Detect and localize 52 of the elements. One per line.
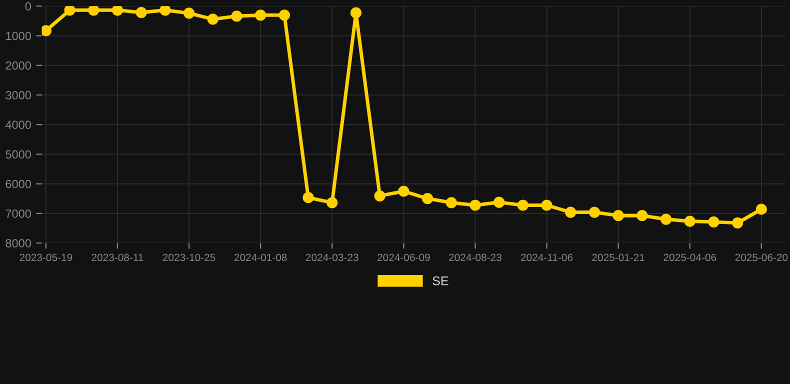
y-tick-label: 5000 bbox=[6, 150, 31, 159]
x-tick-label: 2023-05-19 bbox=[20, 254, 72, 262]
point bbox=[398, 186, 410, 197]
point bbox=[565, 206, 576, 218]
point bbox=[756, 204, 767, 215]
point bbox=[374, 190, 386, 202]
point bbox=[160, 6, 171, 16]
y-tick-label: 8000 bbox=[6, 239, 31, 248]
x-tick-label: 2024-03-23 bbox=[306, 254, 358, 262]
x-tick-label: 2024-08-23 bbox=[449, 254, 502, 262]
y-tick-label: 1000 bbox=[6, 32, 31, 40]
point bbox=[660, 214, 672, 225]
point bbox=[517, 200, 528, 211]
y-tick-label: 0 bbox=[25, 2, 31, 11]
x-tick-label: 2024-01-08 bbox=[234, 254, 287, 262]
point bbox=[42, 25, 52, 36]
point bbox=[446, 197, 457, 208]
point bbox=[88, 6, 100, 16]
x-tick-label: 2023-10-25 bbox=[162, 254, 216, 262]
y-tick-label: 6000 bbox=[6, 180, 31, 188]
point bbox=[255, 10, 266, 21]
point bbox=[302, 192, 314, 204]
point bbox=[183, 8, 195, 19]
point bbox=[732, 217, 744, 228]
point bbox=[470, 200, 481, 211]
point bbox=[684, 216, 696, 227]
x-tick-label: 2023-08-11 bbox=[92, 254, 144, 262]
point bbox=[541, 200, 552, 211]
point bbox=[207, 14, 218, 25]
y-tick-label: 3000 bbox=[6, 91, 31, 100]
point bbox=[422, 193, 434, 204]
point bbox=[64, 6, 76, 16]
x-tick-label: 2024-06-09 bbox=[378, 254, 430, 262]
point bbox=[231, 10, 242, 22]
point bbox=[708, 216, 720, 228]
y-tick-label: 4000 bbox=[5, 120, 31, 129]
point bbox=[136, 6, 147, 18]
x-tick-label: 2024-11-06 bbox=[521, 254, 573, 262]
y-tick-label: 7000 bbox=[6, 209, 31, 218]
point bbox=[612, 210, 624, 222]
point bbox=[112, 6, 124, 16]
point bbox=[494, 196, 505, 208]
point bbox=[278, 10, 290, 21]
x-tick-label: 2025-06-20 bbox=[735, 254, 788, 262]
x-tick-label: 2025-01-21 bbox=[592, 254, 644, 262]
point bbox=[588, 206, 600, 218]
point bbox=[350, 7, 362, 18]
y-tick-label: 2000 bbox=[6, 61, 31, 70]
point bbox=[636, 210, 648, 222]
legend-label: SE bbox=[432, 276, 448, 286]
x-tick-label: 2025-04-06 bbox=[664, 254, 716, 262]
point bbox=[326, 197, 338, 208]
